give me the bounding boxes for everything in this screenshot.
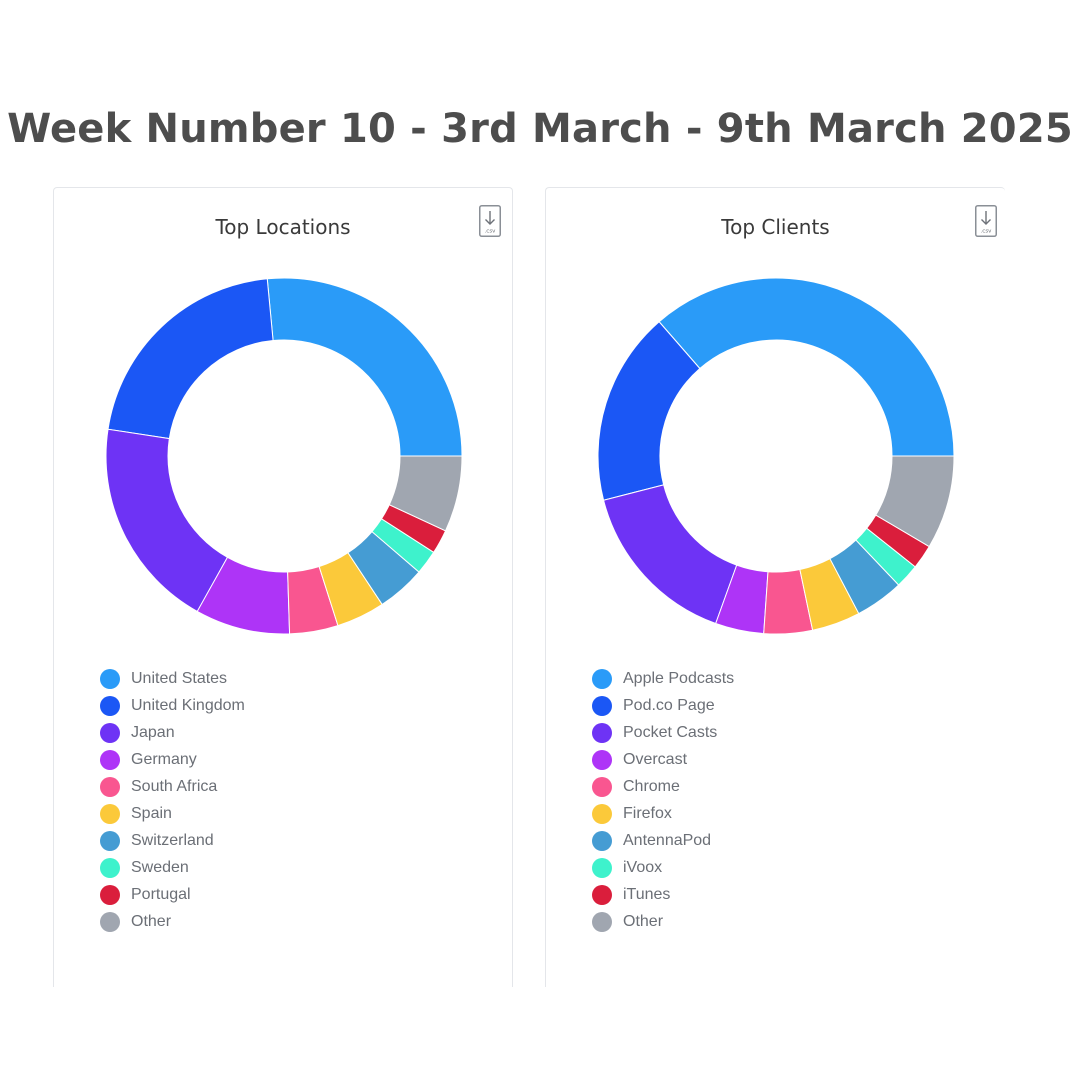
legend-item-apple-podcasts[interactable]: Apple Podcasts (592, 665, 734, 692)
legend-swatch (100, 749, 120, 770)
legend-label: Firefox (623, 804, 672, 822)
legend-label: Apple Podcasts (623, 669, 735, 687)
legend-swatch (100, 911, 120, 932)
legend-swatch (100, 776, 120, 797)
legend-item-switzerland[interactable]: Switzerland (100, 827, 245, 854)
legend-swatch (592, 668, 612, 689)
legend-label: Germany (131, 750, 197, 768)
legend-label: Japan (131, 723, 175, 741)
slice-japan[interactable] (105, 428, 229, 613)
top-locations-legend: United States United Kingdom Japan Germany S… (100, 665, 245, 935)
slice-apple-podcasts[interactable] (658, 277, 955, 457)
legend-item-south-africa[interactable]: South Africa (100, 773, 245, 800)
legend-swatch (592, 857, 612, 878)
legend-label: United States (131, 669, 228, 687)
top-locations-card: Top Locations .csv United States United K… (53, 187, 513, 987)
legend-label: Chrome (623, 777, 680, 795)
legend-label: Other (131, 912, 172, 930)
card-title: Top Locations (215, 215, 351, 239)
legend-item-firefox[interactable]: Firefox (592, 800, 734, 827)
legend-item-other[interactable]: Other (100, 908, 245, 935)
legend-label: Portugal (131, 885, 191, 903)
legend-swatch (592, 911, 612, 932)
slice-other[interactable] (388, 455, 463, 532)
download-csv-icon[interactable]: .csv (479, 205, 501, 237)
legend-swatch (100, 803, 120, 824)
legend-label: South Africa (131, 777, 218, 795)
legend-item-portugal[interactable]: Portugal (100, 881, 245, 908)
page-title: Week Number 10 - 3rd March - 9th March 2… (7, 106, 1073, 152)
legend-item-chrome[interactable]: Chrome (592, 773, 734, 800)
legend-item-sweden[interactable]: Sweden (100, 854, 245, 881)
legend-swatch (100, 857, 120, 878)
legend-swatch (100, 668, 120, 689)
legend-label: Overcast (623, 750, 688, 768)
legend-label: Spain (131, 804, 172, 822)
csv-label: .csv (485, 229, 497, 235)
csv-label: .csv (981, 229, 993, 235)
slice-united-kingdom[interactable] (107, 278, 274, 440)
legend-swatch (100, 884, 120, 905)
download-csv-icon[interactable]: .csv (975, 205, 997, 237)
legend-label: Pocket Casts (623, 723, 718, 741)
slice-other[interactable] (875, 455, 955, 548)
legend-item-pod-co-page[interactable]: Pod.co Page (592, 692, 734, 719)
slice-united-states[interactable] (266, 277, 463, 457)
legend-item-pocket-casts[interactable]: Pocket Casts (592, 719, 734, 746)
legend-label: iVoox (623, 858, 663, 876)
legend-swatch (592, 803, 612, 824)
legend-item-united-kingdom[interactable]: United Kingdom (100, 692, 245, 719)
legend-swatch (592, 830, 612, 851)
legend-item-ivoox[interactable]: iVoox (592, 854, 734, 881)
slice-pocket-casts[interactable] (602, 484, 738, 625)
legend-swatch (592, 749, 612, 770)
legend-item-germany[interactable]: Germany (100, 746, 245, 773)
legend-swatch (592, 776, 612, 797)
top-clients-donut-chart (597, 277, 955, 635)
legend-item-itunes[interactable]: iTunes (592, 881, 734, 908)
legend-swatch (592, 884, 612, 905)
legend-swatch (100, 830, 120, 851)
top-clients-legend: Apple Podcasts Pod.co Page Pocket Casts Ove… (592, 665, 734, 935)
legend-label: Switzerland (131, 831, 214, 849)
legend-label: Sweden (131, 858, 189, 876)
legend-label: Other (623, 912, 664, 930)
legend-swatch (592, 722, 612, 743)
legend-swatch (100, 695, 120, 716)
legend-label: AntennaPod (623, 831, 712, 849)
top-locations-donut-chart (105, 277, 463, 635)
legend-label: United Kingdom (131, 696, 245, 714)
top-clients-card: Top Clients .csv Apple Podcasts Pod.co Pa… (545, 187, 1005, 987)
legend-item-other[interactable]: Other (592, 908, 734, 935)
legend-item-spain[interactable]: Spain (100, 800, 245, 827)
legend-label: Pod.co Page (623, 696, 715, 714)
legend-item-antennapod[interactable]: AntennaPod (592, 827, 734, 854)
legend-item-united-states[interactable]: United States (100, 665, 245, 692)
legend-swatch (100, 722, 120, 743)
legend-swatch (592, 695, 612, 716)
legend-item-japan[interactable]: Japan (100, 719, 245, 746)
legend-label: iTunes (623, 885, 671, 903)
legend-item-overcast[interactable]: Overcast (592, 746, 734, 773)
card-title: Top Clients (721, 215, 830, 239)
